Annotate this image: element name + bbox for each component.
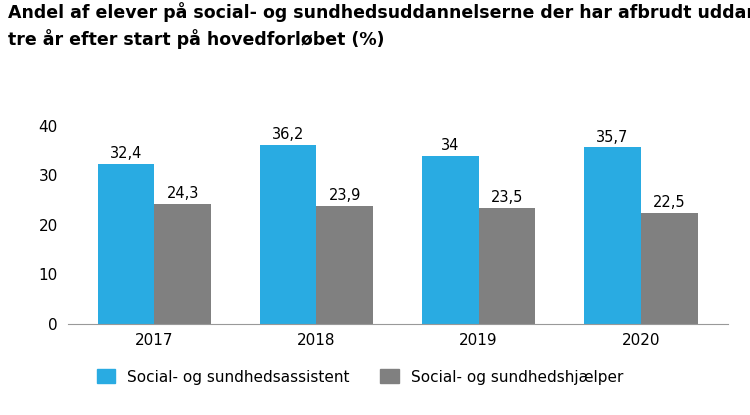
Text: 23,5: 23,5 xyxy=(490,190,524,205)
Bar xyxy=(154,204,211,324)
Bar xyxy=(640,212,698,324)
Bar xyxy=(316,205,374,324)
Text: 36,2: 36,2 xyxy=(272,127,304,142)
Text: tre år efter start på hovedforløbet (%): tre år efter start på hovedforløbet (%) xyxy=(8,29,384,49)
Bar xyxy=(260,145,316,324)
Text: 24,3: 24,3 xyxy=(166,186,199,201)
Bar xyxy=(584,147,640,324)
Bar xyxy=(478,208,536,324)
Text: 22,5: 22,5 xyxy=(652,195,686,210)
Text: Andel af elever på social- og sundhedsuddannelserne der har afbrudt uddannelse: Andel af elever på social- og sundhedsud… xyxy=(8,2,750,22)
Text: 34: 34 xyxy=(441,138,460,153)
Text: 32,4: 32,4 xyxy=(110,146,142,161)
Bar xyxy=(98,164,154,324)
Text: 23,9: 23,9 xyxy=(328,188,361,203)
Bar xyxy=(422,156,478,324)
Legend: Social- og sundhedsassistent, Social- og sundhedshjælper: Social- og sundhedsassistent, Social- og… xyxy=(97,369,623,385)
Text: 35,7: 35,7 xyxy=(596,130,628,145)
